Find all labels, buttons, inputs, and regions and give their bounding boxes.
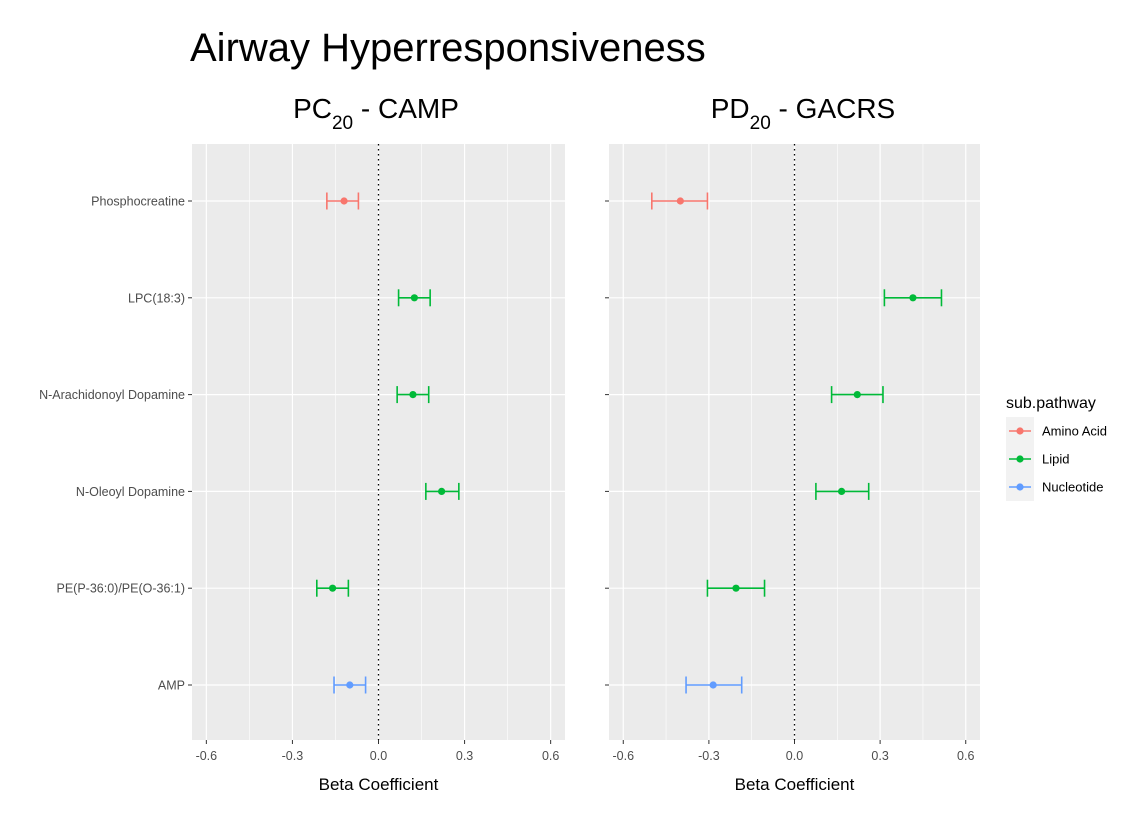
panel-title-rest: - GACRS [771, 93, 895, 124]
legend-key-point [1016, 483, 1024, 491]
x-tick-label: 0.3 [456, 749, 473, 763]
x-axis-title: Beta Coefficient [735, 775, 855, 794]
point-phosphocreatine [676, 197, 684, 205]
category-label-pe-p-36-0-pe-o-36-1: PE(P-36:0)/PE(O-36:1) [56, 582, 185, 596]
point-n-arachidonoyl-dopamine [853, 391, 861, 399]
point-pe-p-36-0-pe-o-36-1 [328, 584, 337, 592]
category-label-n-oleoyl-dopamine: N-Oleoyl Dopamine [76, 485, 185, 499]
panel-title-main: PD [711, 93, 750, 124]
point-lpc-18-3 [909, 294, 917, 302]
category-label-n-arachidonoyl-dopamine: N-Arachidonoyl Dopamine [39, 388, 185, 402]
panel-title-subscript: 20 [750, 113, 771, 134]
panel-title-main: PC [293, 93, 332, 124]
x-tick-label: -0.6 [612, 749, 634, 763]
legend-item-amino-acid: Amino Acid [1006, 417, 1107, 445]
point-amp [346, 681, 354, 689]
legend-label: Lipid [1042, 452, 1069, 467]
legend-key-point [1016, 455, 1024, 463]
panel-title: PC20 - CAMP [293, 93, 459, 134]
legend-label: Nucleotide [1042, 480, 1103, 495]
point-n-oleoyl-dopamine [837, 487, 846, 495]
chart-title: Airway Hyperresponsiveness [190, 26, 706, 70]
x-tick-label: -0.3 [282, 749, 304, 763]
panel-title-subscript: 20 [332, 113, 353, 134]
category-label-phosphocreatine: Phosphocreatine [91, 195, 185, 209]
legend-title: sub.pathway [1006, 395, 1096, 412]
legend-item-nucleotide: Nucleotide [1006, 473, 1103, 501]
panel-2: -0.6 -0.3 0.0 0.3 0.6 Beta Coefficient PD20 - … [605, 93, 980, 794]
x-tick-label: 0.3 [871, 749, 888, 763]
category-label-amp: AMP [158, 679, 185, 693]
point-n-oleoyl-dopamine [438, 487, 446, 495]
point-lpc-18-3 [410, 294, 418, 302]
panel-title: PD20 - GACRS [711, 93, 896, 134]
x-tick-label: 0.0 [370, 749, 387, 763]
point-amp [709, 681, 717, 689]
x-tick-label: 0.6 [542, 749, 559, 763]
category-label-lpc-18-3: LPC(18:3) [128, 291, 185, 305]
point-phosphocreatine [340, 197, 348, 205]
legend-key-point [1016, 427, 1024, 435]
legend: sub.pathway Amino Acid Lipid Nucleotide [1006, 395, 1107, 501]
x-axis-title: Beta Coefficient [319, 775, 439, 794]
panel-title-rest: - CAMP [353, 93, 459, 124]
x-tick-label: 0.6 [957, 749, 974, 763]
panel-1: -0.6 -0.3 0.0 0.3 0.6 Phosphocreatine LPC(18:3… [39, 93, 565, 794]
x-tick-label: -0.6 [196, 749, 218, 763]
point-pe-p-36-0-pe-o-36-1 [732, 584, 740, 592]
legend-label: Amino Acid [1042, 424, 1107, 439]
x-tick-label: 0.0 [786, 749, 803, 763]
point-n-arachidonoyl-dopamine [409, 391, 417, 399]
x-tick-label: -0.3 [698, 749, 720, 763]
legend-item-lipid: Lipid [1006, 445, 1069, 473]
